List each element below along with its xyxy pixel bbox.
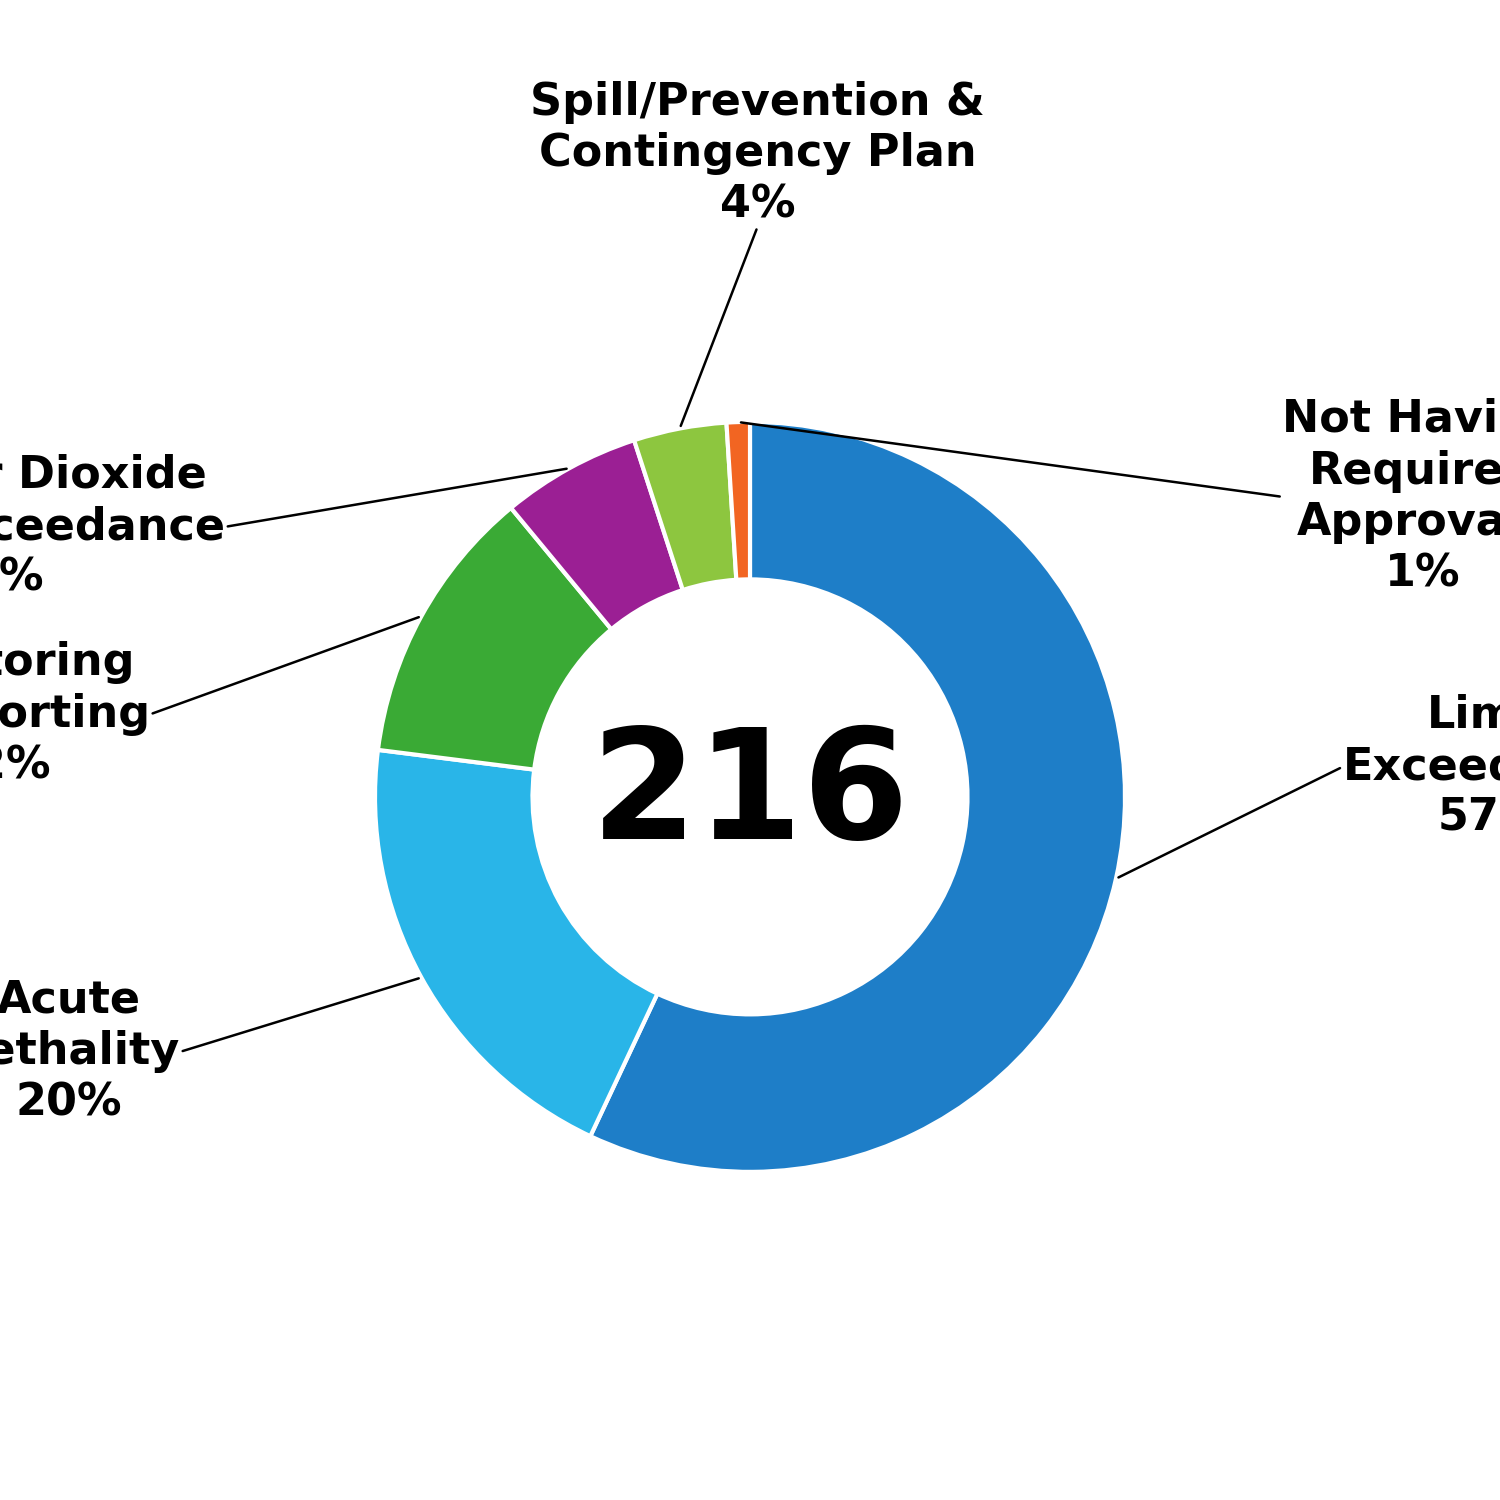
Text: Acute
Lethality
20%: Acute Lethality 20%	[0, 980, 180, 1125]
Text: Not Having
Required
Approvals
1%: Not Having Required Approvals 1%	[1282, 398, 1500, 596]
Wedge shape	[378, 509, 612, 770]
Text: Sulphur Dioxide
Limit Exceedance
6%: Sulphur Dioxide Limit Exceedance 6%	[0, 454, 225, 600]
Wedge shape	[726, 422, 750, 580]
Text: Monitoring
& Reporting
12%: Monitoring & Reporting 12%	[0, 642, 150, 788]
Text: Spill/Prevention &
Contingency Plan
4%: Spill/Prevention & Contingency Plan 4%	[530, 81, 986, 226]
Wedge shape	[591, 422, 1125, 1172]
Wedge shape	[512, 440, 682, 630]
Wedge shape	[375, 750, 657, 1136]
Wedge shape	[634, 423, 736, 590]
Text: 216: 216	[591, 723, 909, 872]
Text: Limit
Exceedance
57%: Limit Exceedance 57%	[1342, 694, 1500, 840]
